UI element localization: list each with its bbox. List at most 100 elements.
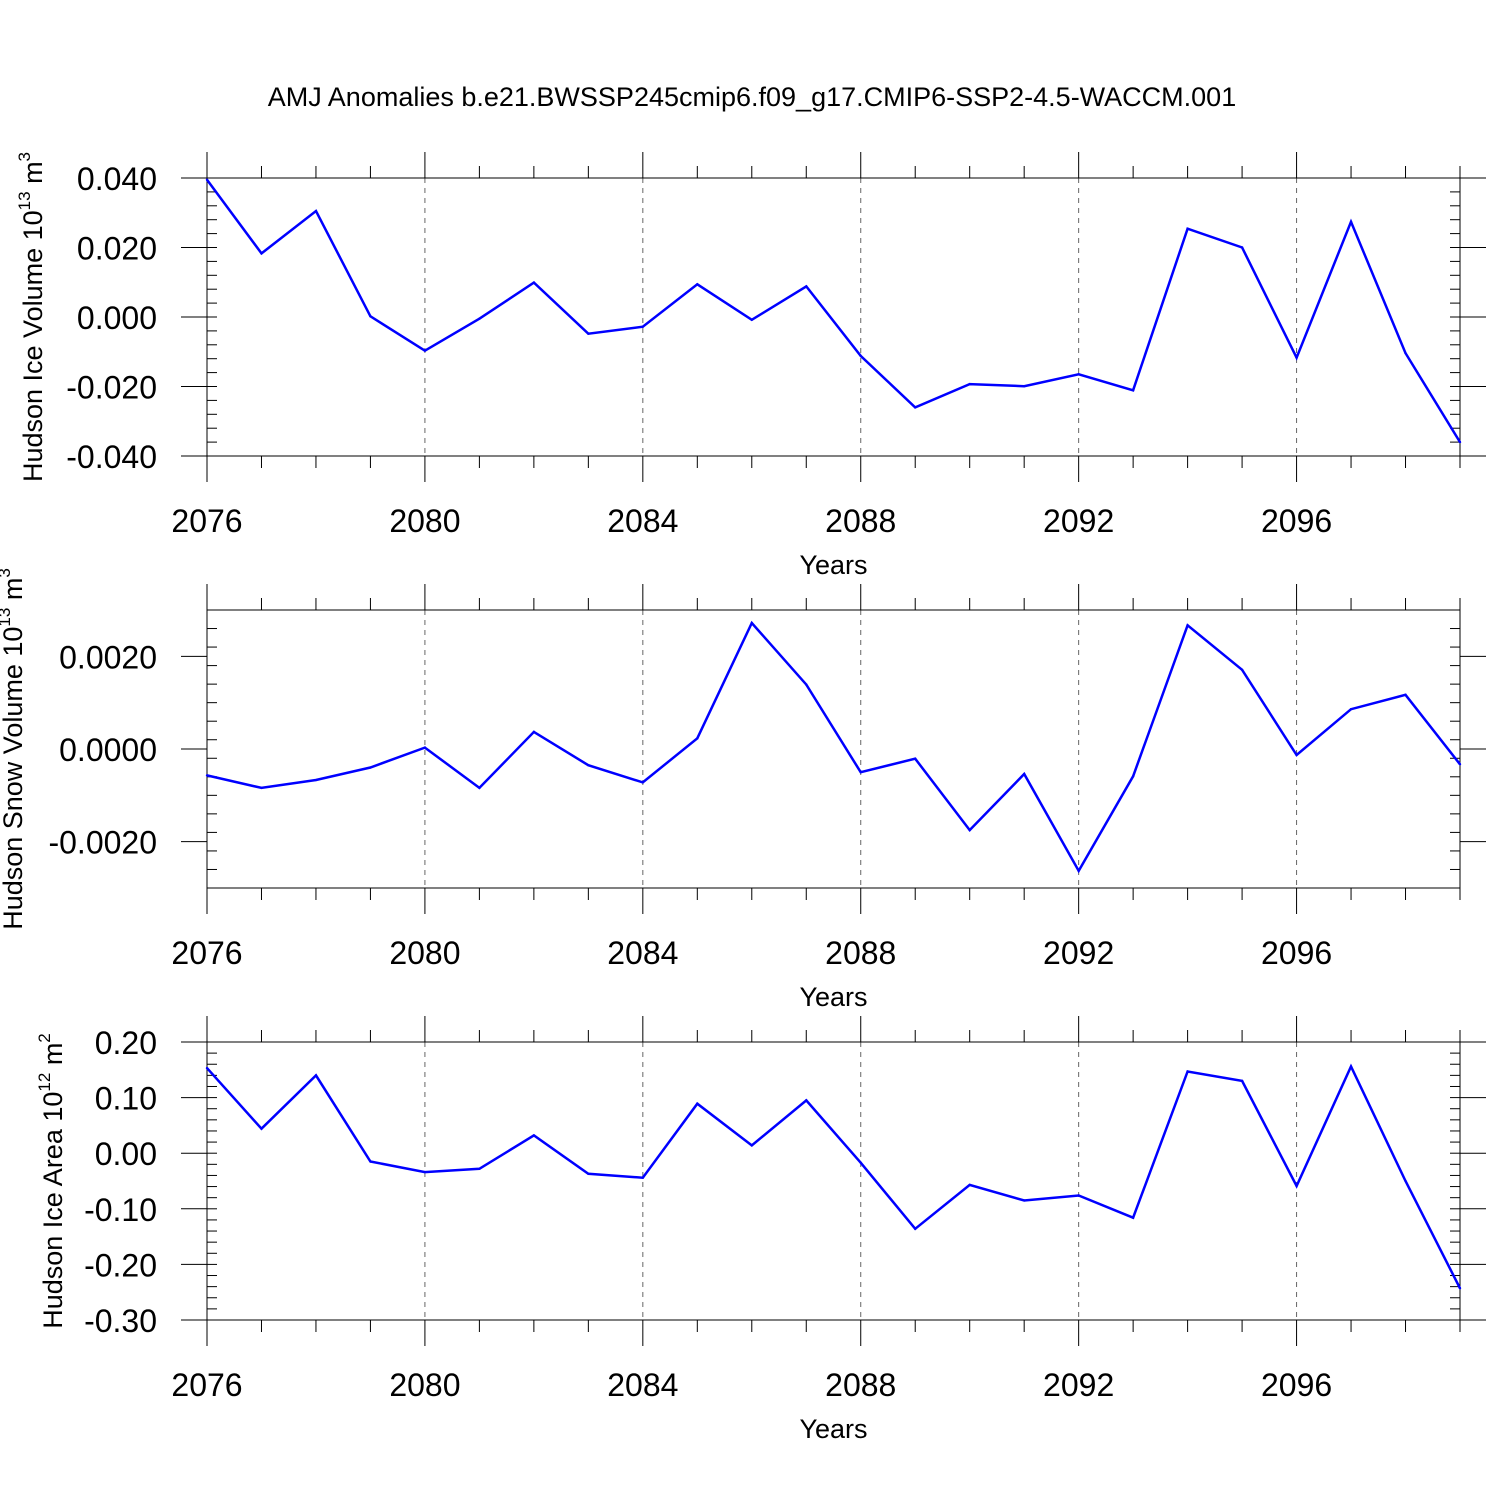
y-tick-label: -0.0020 [48,825,157,861]
data-point [587,1172,590,1175]
y-axis-label: Hudson Ice Area 1012 m2 [35,1033,68,1329]
x-axis-label: Years [799,982,867,1012]
x-tick-label: 2080 [389,935,460,971]
y-axis-label-exp: 13 [15,191,34,210]
data-point [1349,220,1353,223]
data-point [1295,1184,1298,1188]
data-point [205,774,209,777]
data-point [859,1161,862,1164]
data-point [1186,227,1189,230]
figure-title: AMJ Anomalies b.e21.BWSSP245cmip6.f09_g1… [268,82,1236,112]
data-point [805,683,808,686]
y-tick-label: -0.020 [66,370,157,406]
data-point [696,737,699,740]
data-point [1022,1199,1026,1202]
data-point [750,621,753,625]
data-point [641,325,645,328]
y-axis-label-unit: m [38,1043,68,1073]
data-point [1131,1216,1135,1219]
y-tick-label: 0.000 [77,300,157,336]
data-point [1295,753,1298,757]
data-point [1404,693,1407,696]
y-tick-label: 0.10 [95,1081,157,1117]
data-point [968,382,971,386]
series-line [206,1063,1462,1289]
data-point [805,285,808,288]
data-point [1022,384,1026,388]
y-tick-label: 0.0000 [59,732,157,768]
series-line [206,620,1461,874]
y-axis-label-unit-exp: 3 [15,152,34,161]
x-tick-label: 2088 [825,503,896,539]
plot-frame [206,1041,1461,1321]
data-point [423,1170,427,1174]
data-point [641,781,645,784]
chart-panel-1: -0.040 -0.020 0.000 0.020 0.040 2076 2080 2084 2… [15,152,1486,580]
data-point [1458,440,1462,444]
data-point [1077,869,1080,873]
data-point [914,1227,917,1231]
data-point [587,332,590,335]
series-line [205,178,1462,443]
data-point [1240,668,1244,671]
data-point [696,283,699,286]
x-axis-label: Years [799,550,867,580]
data-point [587,764,590,767]
data-point [641,1176,645,1179]
data-point [750,1144,753,1147]
x-tick-label: 2096 [1261,935,1332,971]
data-point [1131,775,1135,778]
x-tick-label: 2096 [1261,503,1332,539]
y-axis-label-main: Hudson Ice Volume 10 [18,210,48,482]
chart-panel-3: -0.30 -0.20 -0.10 0.00 0.10 0.20 2076 2080 2084 2… [35,1016,1486,1444]
data-point [859,770,862,774]
data-point [205,1066,209,1070]
data-point [1404,1179,1407,1183]
data-point [968,828,971,832]
x-tick-label: 2076 [171,503,242,539]
y-tick-label: 0.0020 [59,639,157,675]
y-axis-label: Hudson Snow Volume 1013 m3 [0,568,28,930]
x-tick-label: 2080 [389,503,460,539]
x-tick-label: 2088 [825,935,896,971]
data-point [314,209,318,213]
data-point [1077,373,1080,376]
x-tick-label: 2092 [1043,503,1114,539]
y-axis-label: Hudson Ice Volume 1013 m3 [15,152,48,482]
data-point [1458,1287,1462,1290]
y-axis-label-unit: m [0,578,28,608]
data-point [205,178,209,181]
data-point [260,252,263,255]
data-point [478,786,481,790]
x-tick-label: 2096 [1261,1367,1332,1403]
data-point [914,757,917,760]
data-point [369,315,372,318]
data-point [1186,624,1189,627]
y-axis-label-unit: m [18,161,48,191]
data-point [1349,707,1353,711]
y-axis-label-main: Hudson Ice Area 10 [38,1092,68,1329]
data-point [914,406,917,409]
data-point [696,1102,699,1105]
x-tick-label: 2092 [1043,1367,1114,1403]
data-point [1295,356,1298,359]
x-tick-label: 2088 [825,1367,896,1403]
x-tick-label: 2076 [171,935,242,971]
data-point [478,1167,481,1170]
data-point [1077,1194,1080,1197]
data-point [532,1134,536,1137]
y-axis-label-unit-exp: 2 [35,1033,54,1042]
y-tick-label: 0.20 [95,1025,157,1061]
y-axis-label-exp: 13 [0,608,14,627]
y-tick-label: 0.00 [95,1136,157,1172]
data-point [369,766,372,769]
y-axis-label-unit-exp: 3 [0,568,14,577]
y-tick-label: -0.040 [66,439,157,475]
data-point [260,786,263,790]
y-tick-label: -0.20 [84,1247,157,1283]
data-point [750,318,753,321]
x-tick-label: 2092 [1043,935,1114,971]
data-point [1131,389,1135,392]
y-axis-label-main: Hudson Snow Volume 10 [0,627,28,930]
